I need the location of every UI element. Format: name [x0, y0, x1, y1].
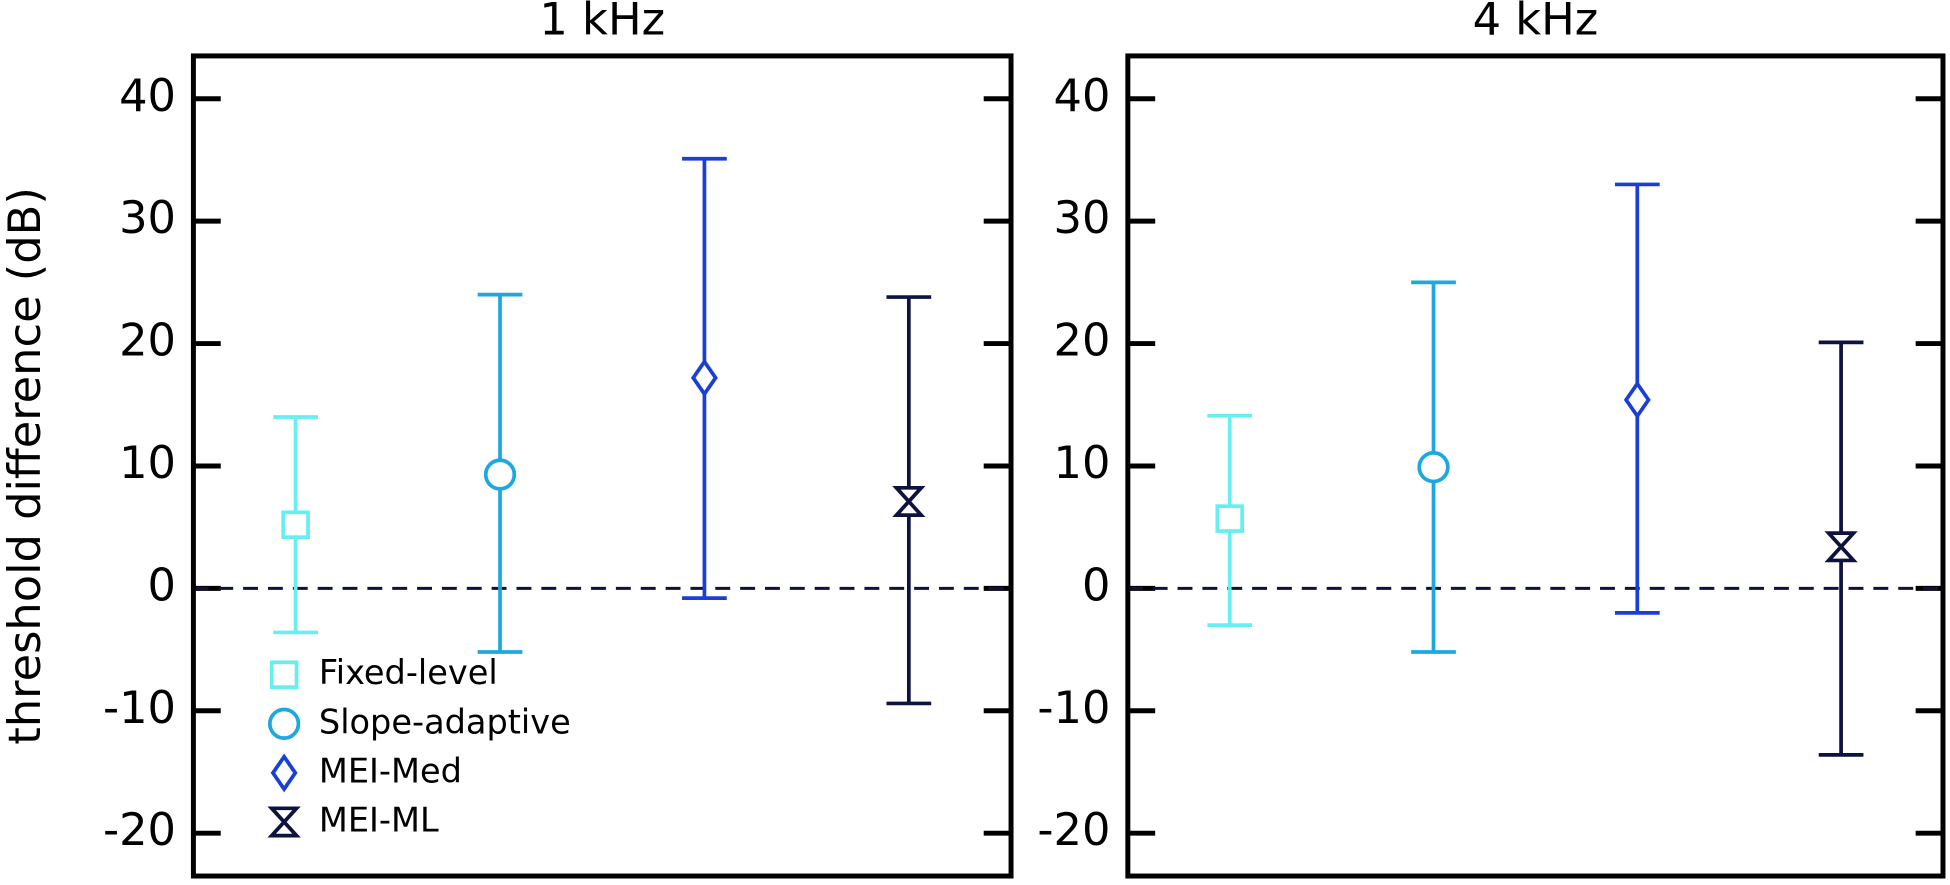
legend-marker: [270, 753, 298, 793]
y-tick-label: 10: [119, 436, 176, 489]
legend-label: MEI-Med: [319, 751, 462, 790]
y-tick-label: 0: [148, 558, 176, 611]
y-tick-label: 0: [1082, 558, 1110, 611]
plot-frame: [190, 53, 1014, 879]
y-tick-label: 40: [119, 69, 176, 122]
data-point: [281, 510, 310, 540]
y-tick-label: -20: [1037, 803, 1110, 856]
y-tick-label: -20: [103, 803, 176, 856]
y-tick-label: 30: [1054, 191, 1111, 244]
y-tick-label: 20: [119, 314, 176, 367]
legend-marker: [269, 660, 299, 690]
data-point: [483, 458, 517, 491]
y-tick-label: 30: [119, 191, 176, 244]
data-point: [892, 485, 926, 518]
plot-frame: [1125, 53, 1946, 879]
panel-title: 4 kHz: [1473, 0, 1599, 45]
legend-label: Slope-adaptive: [319, 702, 571, 741]
y-axis-label: threshold difference (dB): [0, 187, 51, 744]
y-tick-label: 10: [1054, 436, 1111, 489]
y-tick-label: 40: [1054, 69, 1111, 122]
data-point: [1623, 380, 1651, 420]
data-point: [1417, 451, 1450, 484]
y-tick-label: -10: [1037, 681, 1110, 734]
y-tick-label: 20: [1054, 314, 1111, 367]
legend-marker: [267, 806, 301, 838]
data-point: [1215, 504, 1245, 533]
data-point: [1824, 531, 1858, 563]
legend-marker: [267, 707, 301, 740]
data-point: [690, 358, 718, 398]
y-tick-label: -10: [103, 681, 176, 734]
legend-label: MEI-ML: [319, 800, 439, 839]
panel-title: 1 kHz: [539, 0, 665, 45]
legend-label: Fixed-level: [319, 653, 498, 692]
